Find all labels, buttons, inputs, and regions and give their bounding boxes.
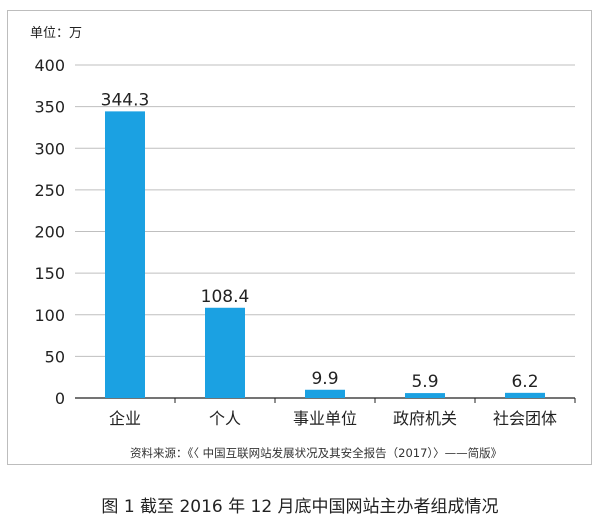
bar-chart: 0 50 100 150 200 250 300 350 400 344.3 企业 108.4 个人 9.…	[34, 56, 576, 428]
bar	[505, 392, 545, 398]
y-tick-label: 150	[34, 264, 65, 283]
x-tick-label: 社会团体	[493, 409, 557, 428]
x-tick-label: 事业单位	[293, 409, 357, 428]
source-note: 资料来源：《〈 中国互联网站发展状况及其安全报告（2017）〉——简版》	[130, 446, 503, 460]
x-tick-label: 个人	[209, 409, 241, 428]
y-tick-label: 0	[55, 389, 65, 408]
x-tick-label: 企业	[109, 409, 141, 428]
y-tick-label: 200	[34, 223, 65, 242]
y-tick-label: 400	[34, 56, 65, 75]
figure-caption: 图 1 截至 2016 年 12 月底中国网站主办者组成情况	[101, 497, 499, 517]
x-tick-label: 政府机关	[393, 409, 457, 428]
y-tick-label: 250	[34, 181, 65, 200]
unit-label: 单位：万	[30, 26, 83, 41]
y-tick-label: 300	[34, 139, 65, 158]
bar	[205, 307, 245, 398]
y-tick-label: 50	[45, 347, 65, 366]
chart-frame	[7, 10, 592, 465]
y-tick-label: 100	[34, 306, 65, 325]
bar	[105, 111, 145, 399]
data-label: 9.9	[311, 369, 338, 389]
y-tick-label: 350	[34, 98, 65, 117]
data-label: 344.3	[101, 90, 150, 110]
bar	[305, 389, 345, 398]
data-label: 108.4	[201, 287, 250, 307]
bar	[405, 393, 445, 398]
data-label: 6.2	[511, 372, 538, 392]
data-label: 5.9	[411, 372, 438, 392]
